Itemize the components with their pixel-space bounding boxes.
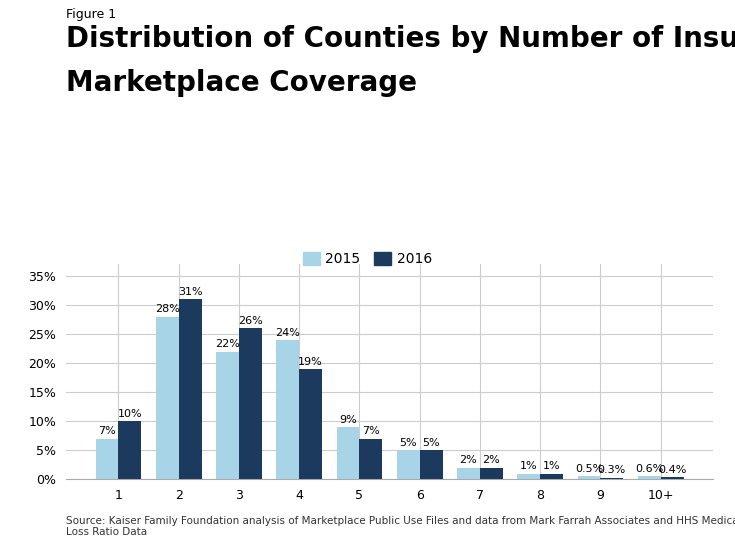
Text: 2%: 2% (459, 456, 477, 466)
Text: 0.3%: 0.3% (598, 465, 626, 476)
Text: 5%: 5% (423, 438, 440, 448)
Bar (239, 328, 262, 479)
Text: 31%: 31% (178, 287, 202, 297)
Bar (578, 477, 600, 479)
Bar (420, 450, 442, 479)
Text: Marketplace Coverage: Marketplace Coverage (66, 69, 417, 97)
Text: 10%: 10% (118, 409, 142, 419)
Text: 24%: 24% (276, 328, 300, 338)
Legend: 2015, 2016: 2015, 2016 (303, 252, 432, 266)
Text: 22%: 22% (215, 339, 240, 349)
Text: 1%: 1% (520, 461, 537, 471)
Text: 0.5%: 0.5% (575, 464, 603, 474)
Bar (480, 468, 503, 479)
Bar (397, 450, 420, 479)
Text: 0.4%: 0.4% (658, 464, 686, 475)
Text: 26%: 26% (238, 316, 262, 326)
Bar (337, 427, 359, 479)
Bar (216, 352, 239, 479)
Text: 5%: 5% (399, 438, 417, 448)
Bar (457, 468, 480, 479)
Text: 7%: 7% (362, 426, 380, 436)
Bar (540, 473, 563, 479)
Text: Source: Kaiser Family Foundation analysis of Marketplace Public Use Files and da: Source: Kaiser Family Foundation analysi… (66, 516, 735, 537)
Bar (179, 299, 201, 479)
Text: Figure 1: Figure 1 (66, 8, 116, 21)
Text: 0.6%: 0.6% (635, 463, 663, 473)
Bar (156, 317, 179, 479)
Text: 19%: 19% (298, 356, 323, 367)
Bar (517, 473, 540, 479)
Bar (96, 439, 118, 479)
Text: 1%: 1% (543, 461, 560, 471)
Bar (359, 439, 382, 479)
Bar (661, 477, 684, 479)
Text: Distribution of Counties by Number of Insurers Offering: Distribution of Counties by Number of In… (66, 25, 735, 53)
Bar (638, 476, 661, 479)
Bar (118, 422, 141, 479)
Text: 7%: 7% (98, 426, 116, 436)
Bar (600, 478, 623, 479)
Text: 2%: 2% (482, 456, 501, 466)
Bar (276, 340, 299, 479)
Text: 28%: 28% (155, 304, 179, 315)
Text: 9%: 9% (339, 415, 357, 425)
Bar (299, 369, 322, 479)
